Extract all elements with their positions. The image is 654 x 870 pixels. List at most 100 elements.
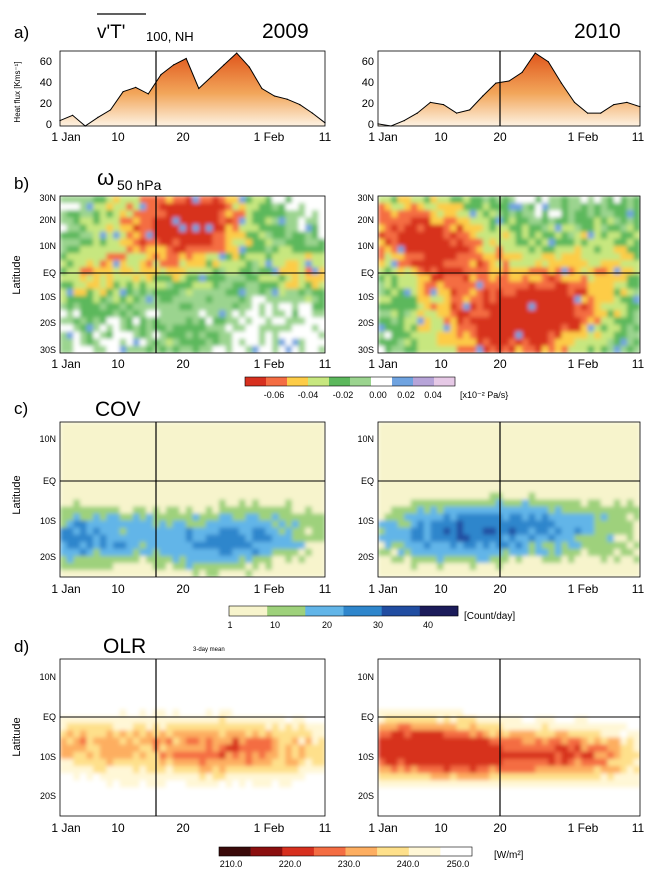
heatmap-cell [93,773,101,781]
heatmap-cell [113,429,121,437]
heatmap-cell [378,436,386,444]
heatmap-cell [146,680,154,689]
heatmap-cell [456,310,464,318]
heatmap-cell [613,723,621,731]
heatmap-cell [205,716,213,724]
heatmap-cell [278,570,286,577]
heatmap-cell [86,794,94,803]
heatmap-cell [561,238,569,247]
heatmap-cell [185,758,194,767]
heatmap-cell [305,723,313,731]
heatmap-cell [93,338,101,347]
heatmap-cell [587,492,595,501]
heatmap-cell [192,260,200,268]
heatmap-cell [404,709,412,717]
heatmap-cell [258,281,266,290]
heatmap-cell [450,231,458,240]
heatmap-cell [113,534,121,543]
heatmap-cell [535,324,543,333]
heatmap-cell [535,471,543,479]
heatmap-cell [541,687,549,696]
heatmap-cell [60,780,68,788]
heatmap-cell [258,555,266,564]
heatmap-cell [113,570,121,577]
heatmap-cell [515,338,523,347]
heatmap-cell [93,317,101,325]
heatmap-cell [285,773,293,781]
heatmap-cell [509,457,517,465]
heatmap-cell [410,224,418,233]
heatmap-cell [139,506,147,515]
heatmap-cell [528,210,536,218]
heatmap-cell [456,478,464,486]
heatmap-cell [60,666,68,674]
heatmap-cell [410,231,418,240]
heatmap-cell [113,694,121,703]
heatmap-cell [469,709,477,717]
heatmap-cell [99,338,107,347]
heatmap-cell [238,716,247,724]
heatmap-cell [93,751,101,760]
heatmap-cell [423,716,431,724]
heatmap-cell [574,709,582,717]
heatmap-cell [397,687,405,696]
heatmap-cell [311,471,319,479]
ytick-20: 20 [362,98,374,110]
heatmap-cell [291,716,300,724]
heatmap-cell [397,246,405,254]
heatmap-cell [378,443,386,451]
heatmap-cell [397,666,405,674]
heatmap-cell [79,224,88,233]
heatmap-cell [60,317,68,325]
heatmap-cell [305,210,313,218]
heatmap-cell [587,267,595,276]
heatmap-cell [469,443,477,451]
heatmap-cell [509,450,517,458]
heatmap-cell [258,513,266,522]
heatmap-cell [541,253,549,261]
heatmap-cell [60,527,68,536]
heatmap-cell [159,513,167,522]
heatmap-cell [600,217,608,226]
heatmap-cell [93,744,101,753]
heatmap-cell [113,730,121,739]
heatmap-cell [318,723,325,731]
heatmap-cell [119,737,127,746]
heatmap-cell [298,324,306,333]
heatmap-cell [384,485,392,493]
heatmap-cell [179,570,187,577]
heatmap-cell [633,203,640,211]
heatmap-cell [179,716,187,724]
heatmap-cell [219,730,227,739]
heatmap-cell [443,450,451,458]
heatmap-cell [66,288,74,297]
heatmap-cell [450,224,458,233]
heatmap-cell [463,485,471,493]
heatmap-cell [476,422,484,430]
heatmap-cell [443,310,451,318]
heatmap-cell [482,541,490,550]
heatmap-cell [219,506,227,515]
heatmap-cell [60,766,68,774]
heatmap-cell [159,666,167,674]
heatmap-cell [199,260,207,268]
heatmap-cell [417,317,425,325]
heatmap-cell [285,555,293,564]
heatmap-cell [73,666,81,674]
heatmap-cell [607,303,615,311]
heatmap-cell [384,253,392,261]
heatmap-cell [613,260,621,268]
heatmap-cell [205,555,213,564]
heatmap-cell [278,253,286,261]
colorbar-swatch [343,606,382,616]
heatmap-cell [541,196,549,204]
heatmap-cell [265,758,273,767]
heatmap-cell [318,680,325,689]
heatmap-cell [456,562,464,571]
heatmap-cell [199,506,207,515]
heatmap-cell [311,317,319,325]
heatmap-cell [476,499,484,508]
heatmap-cell [391,534,399,543]
heatmap-cell [305,295,313,304]
heatmap-cell [225,548,233,557]
